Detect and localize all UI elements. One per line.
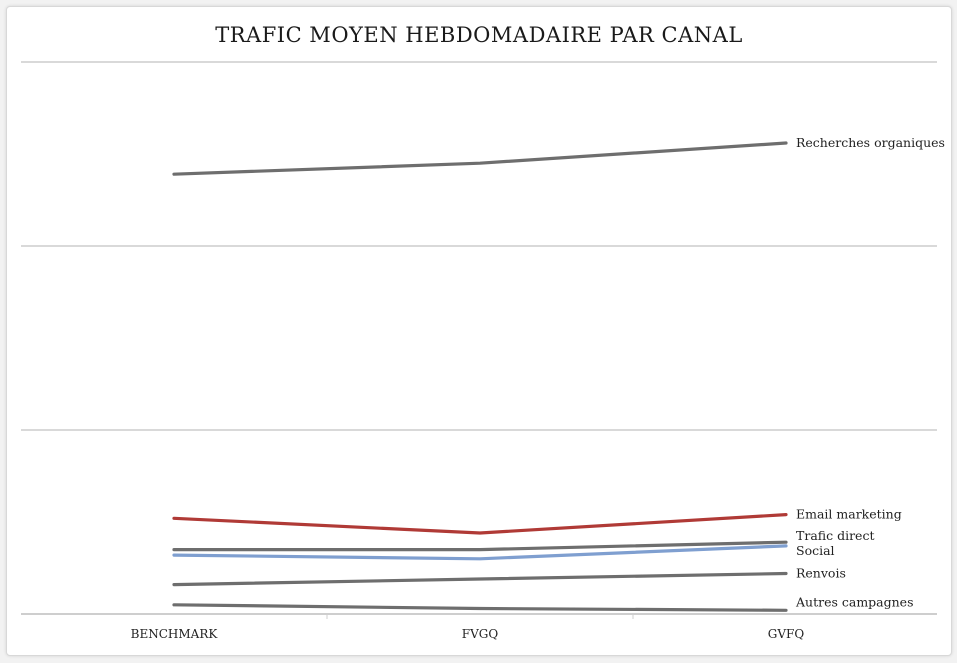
series-line: [172, 540, 788, 552]
series-lines: [172, 141, 788, 612]
x-tick-label: FVGQ: [462, 627, 499, 641]
line-chart: BENCHMARK FVGQ GVFQ Recherches organiques E…: [21, 61, 945, 641]
series-label: Autres campagnes: [795, 594, 914, 609]
gridlines: [21, 61, 937, 615]
series-line: [172, 571, 788, 587]
x-tick-label: GVFQ: [768, 627, 805, 641]
series-line: [172, 544, 788, 561]
chart-card: TRAFIC MOYEN HEBDOMADAIRE PAR CANAL BENC…: [6, 6, 952, 656]
series-label: Recherches organiques: [796, 135, 945, 150]
series-label: Trafic direct: [796, 528, 874, 543]
x-tick-label: BENCHMARK: [131, 627, 219, 641]
series-line: [172, 603, 788, 612]
x-axis: BENCHMARK FVGQ GVFQ: [131, 614, 805, 641]
series-line: [172, 141, 788, 176]
series-label: Email marketing: [796, 507, 902, 522]
series-line: [172, 513, 788, 535]
series-label: Social: [796, 543, 835, 558]
chart-title: TRAFIC MOYEN HEBDOMADAIRE PAR CANAL: [215, 23, 743, 47]
series-labels: Recherches organiques Email marketing Traf…: [795, 135, 945, 609]
series-label: Renvois: [796, 566, 846, 581]
